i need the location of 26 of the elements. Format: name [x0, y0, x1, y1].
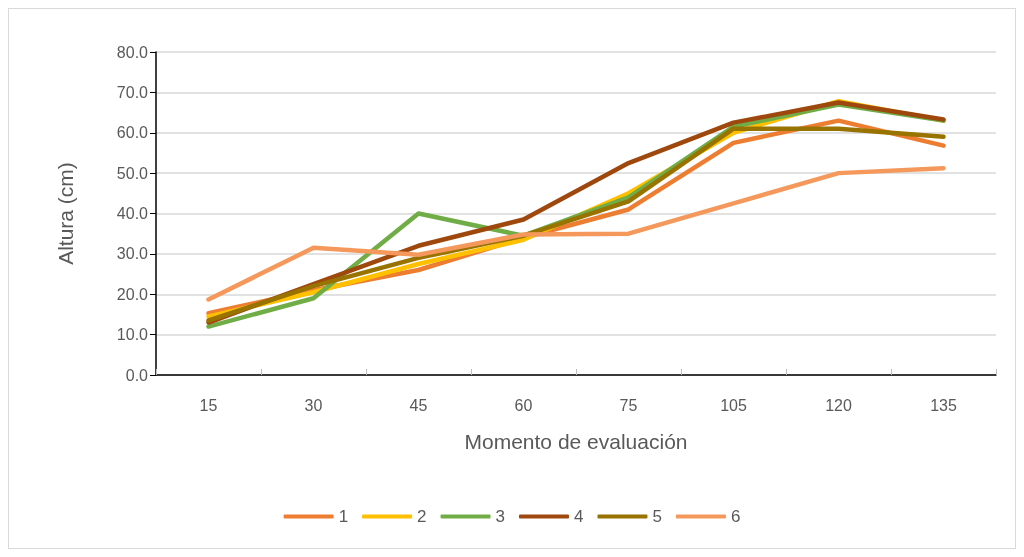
legend-label: 5	[652, 507, 662, 526]
y-tick-label: 20.0	[116, 285, 149, 303]
y-tick-label: 40.0	[116, 205, 149, 222]
y-tick-label: 60.0	[116, 124, 149, 142]
y-axis-title: Altura (cm)	[54, 162, 77, 265]
x-tick-label: 15	[199, 396, 218, 414]
legend-label: 4	[574, 507, 584, 526]
y-tick-label: 50.0	[116, 164, 149, 182]
y-tick-label: 10.0	[116, 326, 149, 344]
x-tick-label: 75	[619, 396, 638, 414]
x-tick-label: 135	[930, 396, 957, 414]
line-series	[206, 166, 946, 302]
legend-label: 2	[417, 507, 427, 526]
y-tick-label: 80.0	[116, 43, 149, 61]
x-axis-title: Momento de evaluación	[464, 430, 688, 453]
legend-label: 3	[495, 507, 506, 526]
x-tick-label: 30	[304, 396, 323, 414]
x-tick-label: 105	[720, 396, 747, 414]
legend-label: 1	[338, 507, 349, 526]
x-tick-label: 120	[825, 396, 852, 414]
legend-label: 6	[730, 507, 741, 526]
y-tick-label: 30.0	[116, 245, 149, 263]
y-tick-label: 70.0	[116, 83, 149, 101]
x-tick-label: 60	[514, 396, 533, 414]
x-tick-label: 45	[409, 396, 428, 414]
y-tick-label: 0.0	[125, 366, 149, 384]
